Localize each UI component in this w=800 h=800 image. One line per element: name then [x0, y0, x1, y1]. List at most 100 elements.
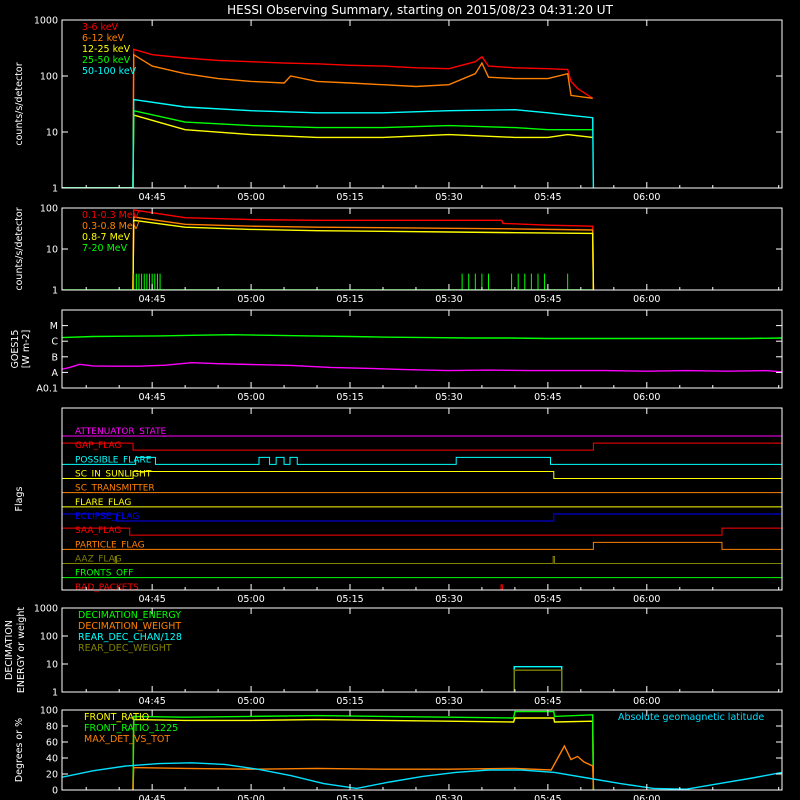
flag-label-possible-flare: POSSIBLE_FLARE: [75, 455, 152, 465]
xtick-label-goes-2: 05:15: [336, 392, 363, 403]
xtick-label-goes-5: 06:00: [633, 392, 660, 403]
flag-line-particle-flag: [62, 541, 782, 550]
legend-max-det-vs-tot: MAX_DET_VS_TOT: [84, 734, 170, 745]
xtick-label-decimation-3: 05:30: [435, 696, 462, 707]
legend-12-25-kev: 12-25 keV: [82, 44, 131, 55]
xtick-label-decimation-1: 05:00: [237, 696, 264, 707]
flag-line-saa-flag: [62, 527, 782, 536]
series-line-25-50-kev: [62, 109, 593, 188]
ytick-label-decimation-0: 1: [52, 688, 58, 699]
ytick-label-ratios-2: 40: [46, 754, 58, 765]
flag-label-flare-flag: FLARE_FLAG: [75, 498, 131, 508]
series-line-6-12-kev: [62, 53, 593, 188]
legend-decimation-energy: DECIMATION_ENERGY: [78, 610, 181, 621]
panel-ratios: FRONT_RATIOFRONT_RATIO_1225MAX_DET_VS_TO…: [14, 706, 783, 800]
ytick-label-goes-0: A0.1: [36, 384, 58, 395]
xtick-label-counts-rear-2: 05:15: [336, 294, 363, 305]
series-line-front-ratio: [132, 717, 595, 790]
ytick-label-counts-rear-2: 100: [40, 204, 58, 215]
xtick-label-decimation-0: 04:45: [138, 696, 165, 707]
xtick-label-counts-rear-1: 05:00: [237, 294, 264, 305]
xtick-label-decimation-4: 05:45: [534, 696, 561, 707]
ytick-label-ratios-1: 20: [46, 770, 58, 781]
ytick-label-counts-rear-1: 10: [46, 245, 58, 256]
xtick-label-ratios-2: 05:15: [336, 794, 363, 800]
xtick-label-goes-3: 05:30: [435, 392, 462, 403]
legend-0-1-0-3-mev: 0.1-0.3 MeV: [82, 210, 140, 221]
flag-label-particle-flag: PARTICLE_FLAG: [75, 540, 145, 550]
series-line-0-1-0-3-mev: [132, 209, 595, 290]
xtick-label-goes-0: 04:45: [138, 392, 165, 403]
flag-label-sc-transmitter: SC_TRANSMITTER: [75, 484, 155, 494]
xtick-label-flags-5: 06:00: [633, 594, 660, 605]
series-line-12-25-kev: [62, 114, 593, 188]
ytick-label-ratios-4: 80: [46, 722, 58, 733]
series-line-goes-curve-0: [62, 333, 782, 340]
legend-25-50-kev: 25-50 keV: [82, 55, 131, 66]
frame-ratios: [61, 709, 783, 791]
flag-line-sc-in-sunlight: [62, 471, 782, 479]
xtick-label-decimation-2: 05:15: [336, 696, 363, 707]
data-flags: [62, 435, 782, 590]
ylabel-counts-front: counts/s/detector: [14, 62, 25, 145]
flag-label-eclipse-flag: ECLIPSE_FLAG: [75, 512, 139, 522]
xtick-label-ratios-0: 04:45: [138, 794, 165, 800]
ylabel-line1-decimation: DECIMATION: [4, 620, 15, 680]
legend-0-8-7-mev: 0.8-7 MeV: [82, 232, 131, 243]
ylabel-flags: Flags: [14, 486, 25, 511]
xtick-label-flags-2: 05:15: [336, 594, 363, 605]
data-goes: [62, 333, 782, 373]
xtick-label-decimation-5: 06:00: [633, 696, 660, 707]
ytick-label-goes-2: B: [51, 352, 58, 363]
series-line-goes-curve-1: [62, 361, 782, 373]
flag-label-fronts-off: FRONTS_OFF: [75, 569, 133, 579]
ylabel-ratios: Degrees or %: [14, 718, 25, 782]
flag-label-sc-in-sunlight: SC_IN_SUNLIGHT: [75, 470, 152, 480]
xtick-label-flags-0: 04:45: [138, 594, 165, 605]
legend-rear-dec-weight: REAR_DEC_WEIGHT: [78, 643, 172, 654]
xtick-label-counts-rear-3: 05:30: [435, 294, 462, 305]
ytick-label-counts-front-3: 1000: [34, 16, 58, 27]
xtick-label-counts-front-5: 06:00: [633, 192, 660, 203]
ytick-label-decimation-3: 1000: [34, 604, 58, 615]
frame-counts-front: [61, 19, 783, 189]
xtick-label-counts-front-1: 05:00: [237, 192, 264, 203]
xtick-label-counts-rear-4: 05:45: [534, 294, 561, 305]
xtick-label-ratios-3: 05:30: [435, 794, 462, 800]
xtick-label-ratios-4: 05:45: [534, 794, 561, 800]
legend-decimation-weight: DECIMATION_WEIGHT: [78, 621, 181, 632]
series-line-0-8-7-mev: [132, 219, 595, 290]
xtick-label-counts-front-3: 05:30: [435, 192, 462, 203]
flag-label-gap-flag: GAP_FLAG: [75, 441, 121, 451]
flag-label-saa-flag: SAA_FLAG: [75, 526, 121, 536]
legend-3-6-kev: 3-6 keV: [82, 22, 119, 33]
xtick-label-counts-rear-5: 06:00: [633, 294, 660, 305]
xtick-label-flags-4: 05:45: [534, 594, 561, 605]
xtick-label-ratios-1: 05:00: [237, 794, 264, 800]
xtick-label-ratios-5: 06:00: [633, 794, 660, 800]
data-counts-front: [62, 48, 595, 188]
flag-label-attenuator-state: ATTENUATOR_STATE: [75, 427, 167, 437]
series-line-max-det-vs-tot: [132, 744, 595, 790]
ylabel-line1-goes: GOES15: [10, 330, 21, 369]
flag-line-bad-packets: [500, 584, 503, 590]
ytick-label-ratios-0: 0: [52, 786, 58, 797]
legend-rear-dec-chan-128: REAR_DEC_CHAN/128: [78, 632, 182, 643]
ytick-label-goes-4: M: [50, 321, 58, 332]
panel-flags: ATTENUATOR_STATE GAP_FLAG POSSIBLE_FLARE SC…: [14, 407, 783, 605]
flag-label-aaz-flag: AAZ_FLAG: [75, 555, 122, 565]
legend-front-ratio: FRONT_RATIO: [84, 712, 149, 723]
legend-6-12-kev: 6-12 keV: [82, 33, 125, 44]
xtick-label-counts-front-4: 05:45: [534, 192, 561, 203]
series-line-3-6-kev: [62, 48, 594, 188]
legend-7-20-mev: 7-20 MeV: [82, 243, 128, 254]
legend-50-100-kev: 50-100 keV: [82, 66, 137, 77]
legend-0-3-0-8-mev: 0.3-0.8 MeV: [82, 221, 140, 232]
data-counts-rear: [62, 209, 595, 290]
flag-label-bad-packets: BAD_PACKETS: [75, 583, 139, 593]
ytick-label-counts-front-1: 10: [46, 128, 58, 139]
data-ratios: [62, 710, 782, 790]
frame-decimation: [61, 607, 783, 693]
